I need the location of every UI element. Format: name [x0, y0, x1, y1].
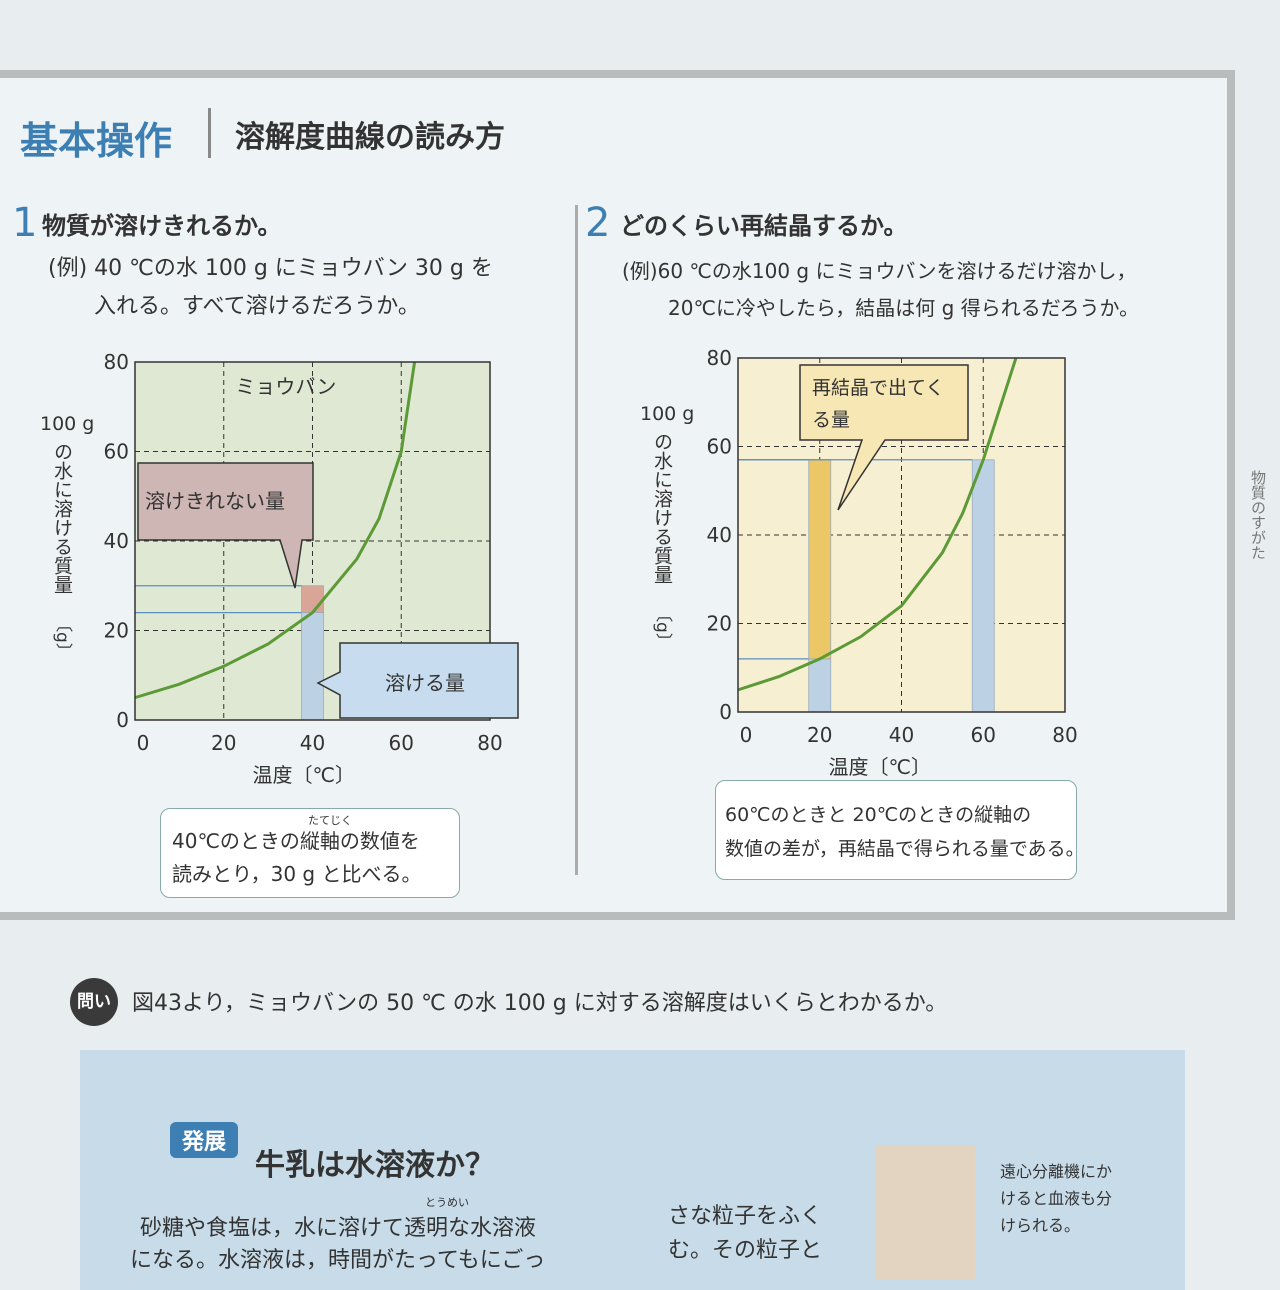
caption: 遠心分離機にか: [1000, 1162, 1113, 1181]
y-tick-label: 40: [104, 529, 129, 553]
y-tick-label: 40: [707, 523, 732, 547]
y-tick-label: 80: [707, 346, 732, 370]
question-label: 問い: [70, 978, 118, 1026]
x-tick-label: 0: [740, 723, 753, 747]
bar-segment: [808, 658, 832, 713]
y-tick-label: 0: [116, 708, 129, 732]
x-tick-label: 80: [477, 731, 502, 755]
note-box: [160, 808, 460, 898]
divider: [575, 205, 578, 875]
x-tick-label: 80: [1052, 723, 1077, 747]
y-tick-label: 80: [104, 350, 129, 374]
advanced-text: む。その粒子と: [668, 1238, 823, 1263]
y-tick-label: 60: [104, 440, 129, 464]
bar-segment: [301, 612, 324, 721]
question: 図43より，ミョウバンの 50 ℃ の水 100 g に対する溶解度はいくらとわ…: [132, 991, 948, 1016]
annotation: る量: [812, 409, 851, 431]
series-label: ミョウバン: [235, 374, 336, 398]
y-axis-label: 100 g: [640, 403, 694, 425]
bar-segment: [301, 585, 324, 614]
advanced-label: 発展: [170, 1122, 239, 1158]
x-tick-label: 60: [389, 731, 414, 755]
x-tick-label: 20: [807, 723, 832, 747]
x-tick-label: 0: [137, 731, 150, 755]
y-tick-label: 20: [707, 612, 732, 636]
x-tick-label: 20: [211, 731, 236, 755]
example: 入れる。すべて溶けるだろうか。: [94, 294, 420, 319]
bar-segment: [808, 459, 832, 660]
annotation: 溶ける量: [385, 671, 465, 695]
y-tick-label: 0: [719, 700, 732, 724]
section-heading: 物質が溶けきれるか。: [42, 212, 282, 240]
side-tab: 物質のすがた: [1249, 470, 1267, 560]
plot-frame: [737, 357, 1066, 713]
x-tick-label: 40: [300, 731, 325, 755]
example: (例) 40 ℃の水 100 g にミョウバン 30 g を: [48, 256, 493, 281]
section-heading: どのくらい再結晶するか。: [620, 212, 908, 240]
x-axis-label: 温度〔℃〕: [253, 763, 355, 787]
example: (例)60 ℃の水100 g にミョウバンを溶けるだけ溶かし，: [622, 259, 1137, 283]
caption: けると血液も分: [1000, 1189, 1113, 1208]
y-axis-label: 〔g〕: [52, 615, 73, 660]
annotation: 再結晶で出てく: [812, 377, 945, 399]
x-tick-label: 60: [971, 723, 996, 747]
note: 読みとり，30 g と比べる。: [172, 862, 422, 886]
bar-segment: [971, 459, 995, 713]
advanced-text: 砂糖や食塩は，水に溶けて透明な水溶液: [140, 1216, 537, 1241]
divider: [208, 108, 211, 158]
note: 60℃のときと 20℃のときの縦軸の: [725, 804, 1032, 826]
curve: [737, 357, 1018, 692]
callout: [137, 364, 969, 719]
advanced-title: 牛乳は水溶液か？: [255, 1148, 495, 1183]
photo: [875, 1145, 975, 1280]
y-axis-label: 〔g〕: [652, 605, 673, 650]
note: 数値の差が，再結晶で得られる量である。: [725, 838, 1085, 860]
plot-frame: [134, 361, 491, 721]
caption: けられる。: [1000, 1216, 1081, 1235]
header-title: 溶解度曲線の読み方: [235, 120, 505, 155]
y-axis-label: の水に溶ける質量: [651, 432, 673, 584]
advanced-text: になる。水溶液は，時間がたってもにごっ: [130, 1248, 546, 1273]
note: 40℃のときの縦軸の数値を: [172, 829, 420, 853]
annotation: 溶けきれない量: [145, 489, 285, 513]
advanced-box: [80, 1050, 1185, 1290]
section-number: 1: [12, 200, 38, 246]
ruby: たてじく: [308, 814, 352, 827]
advanced-text: さな粒子をふく: [668, 1204, 823, 1229]
note-box: [715, 780, 1077, 880]
section-number: 2: [585, 200, 611, 246]
example: 20℃に冷やしたら，結晶は何 g 得られるだろうか。: [668, 296, 1140, 320]
y-tick-label: 20: [104, 619, 129, 643]
y-axis-label: 100 g: [40, 413, 94, 435]
x-axis-label: 温度〔℃〕: [829, 755, 931, 779]
y-axis-label: の水に溶ける質量: [51, 442, 73, 594]
ruby: とうめい: [425, 1196, 469, 1209]
y-tick-label: 60: [707, 435, 732, 459]
x-tick-label: 40: [889, 723, 914, 747]
curve: [134, 361, 417, 700]
header-label: 基本操作: [20, 119, 173, 163]
